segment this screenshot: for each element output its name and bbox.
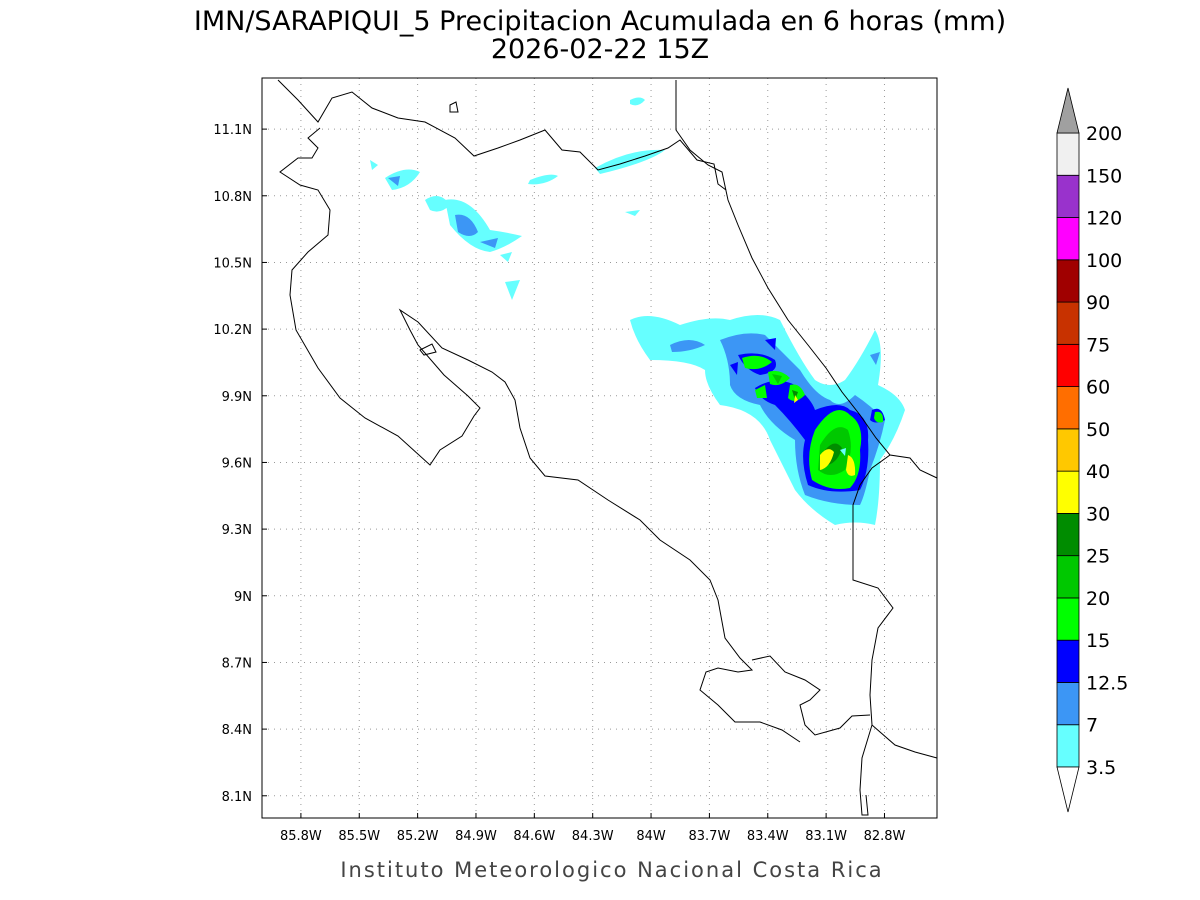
colorbar-label: 200 — [1086, 123, 1122, 145]
colorbar-label: 90 — [1086, 292, 1110, 314]
y-tick-label: 8.1N — [222, 790, 252, 805]
x-tick-label: 83.7W — [689, 829, 731, 844]
colorbar-segment — [1056, 301, 1080, 345]
x-tick-label: 85.5W — [338, 829, 380, 844]
colorbar-segment — [1056, 343, 1080, 388]
colorbar-segment — [1056, 639, 1080, 683]
colorbar-segment — [1056, 132, 1080, 176]
x-tick-label: 85.8W — [280, 829, 322, 844]
y-tick-label: 9.3N — [222, 523, 252, 538]
colorbar-label: 150 — [1086, 165, 1122, 187]
colorbar: 3.5 7 12.5 15 20 25 30 40 50 60 75 90 100 120 150 200 — [1056, 87, 1128, 813]
colorbar-segment — [1056, 555, 1080, 599]
colorbar-segment — [1056, 259, 1080, 303]
colorbar-segment — [1056, 724, 1080, 768]
x-tick-label: 85.2W — [397, 829, 439, 844]
y-tick-label: 9.6N — [222, 456, 252, 471]
colorbar-label: 7 — [1086, 715, 1098, 737]
colorbar-label: 75 — [1086, 334, 1110, 356]
colorbar-segment — [1056, 386, 1080, 430]
y-tick-label: 11.1N — [213, 123, 252, 138]
y-tick-label: 9.9N — [222, 390, 252, 405]
colorbar-segment — [1056, 597, 1080, 641]
colorbar-label: 100 — [1086, 250, 1122, 272]
x-tick-label: 82.8W — [864, 829, 906, 844]
colorbar-label: 20 — [1086, 588, 1110, 610]
x-tick-label: 83.4W — [747, 829, 789, 844]
footer: Instituto Meteorologico Nacional Costa R… — [340, 858, 883, 882]
colorbar-segment — [1056, 174, 1080, 218]
colorbar-label: 120 — [1086, 208, 1122, 230]
colorbar-label: 12.5 — [1086, 672, 1128, 694]
x-tick-label: 83.1W — [805, 829, 847, 844]
colorbar-label: 3.5 — [1086, 757, 1116, 779]
x-tick-label: 84.6W — [513, 829, 555, 844]
y-tick-label: 8.4N — [222, 723, 252, 738]
colorbar-under — [1056, 766, 1080, 813]
y-tick-label: 10.8N — [213, 190, 252, 205]
colorbar-label: 50 — [1086, 419, 1110, 441]
colorbar-segment — [1056, 428, 1080, 472]
colorbar-segment — [1056, 470, 1080, 514]
x-tick-label: 84.9W — [455, 829, 497, 844]
y-tick-label: 9N — [234, 590, 252, 605]
colorbar-segment — [1056, 513, 1080, 557]
y-tick-label: 10.5N — [213, 256, 252, 271]
colorbar-label: 60 — [1086, 377, 1110, 399]
colorbar-label: 25 — [1086, 546, 1110, 568]
colorbar-label: 40 — [1086, 461, 1110, 483]
colorbar-over — [1056, 87, 1080, 134]
map-subtitle: 2026-02-22 15Z — [491, 34, 709, 65]
grid: 85.8W 85.5W 85.2W 84.9W 84.6W 84.3W 84W 83.7W 83… — [213, 78, 937, 844]
map-title: IMN/SARAPIQUI_5 Precipitacion Acumulada … — [194, 6, 1006, 37]
colorbar-segment — [1056, 682, 1080, 726]
y-tick-label: 10.2N — [213, 323, 252, 338]
map-frame — [261, 77, 938, 819]
colorbar-label: 15 — [1086, 630, 1110, 652]
coastlines — [277, 79, 938, 816]
colorbar-segment — [1056, 217, 1080, 261]
x-tick-label: 84W — [636, 829, 666, 844]
precipitation — [370, 97, 905, 525]
x-tick-label: 84.3W — [572, 829, 614, 844]
colorbar-label: 30 — [1086, 503, 1110, 525]
y-tick-label: 8.7N — [222, 656, 252, 671]
